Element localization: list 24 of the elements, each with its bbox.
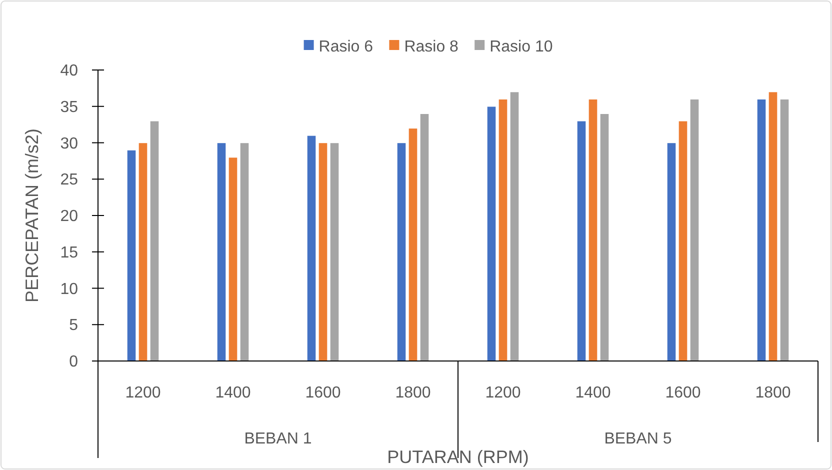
x-tick-label: 1800 xyxy=(395,384,431,402)
legend-label: Rasio 6 xyxy=(318,38,374,56)
x-axis-title: PUTARAN (RPM) xyxy=(387,447,529,467)
x-tick-label: 1600 xyxy=(665,384,701,402)
x-tick-label: 1800 xyxy=(755,384,791,402)
y-axis-title: PERCEPATAN (m/s2) xyxy=(22,128,42,303)
text: BEBAN 5 xyxy=(604,430,672,448)
y-tick-label: 30 xyxy=(60,135,78,152)
y-tick-label: 35 xyxy=(60,98,78,116)
x-tick-label: 1200 xyxy=(485,384,521,402)
x-tick-label: 1600 xyxy=(305,384,341,402)
y-tick-label: 20 xyxy=(60,208,78,226)
x-tick-label: 1400 xyxy=(215,384,251,402)
y-tick-label: 10 xyxy=(60,280,78,298)
legend-label: Rasio 8 xyxy=(404,38,459,56)
y-tick-label: 15 xyxy=(60,244,78,262)
y-tick-label: 5 xyxy=(69,317,78,334)
y-tick-label: 25 xyxy=(60,172,78,189)
text: BEBAN 1 xyxy=(244,430,312,448)
y-tick-label: 40 xyxy=(60,62,78,80)
y-tick-label: 0 xyxy=(69,354,78,371)
x-tick-label: 1400 xyxy=(575,384,611,402)
x-tick-label: 1200 xyxy=(125,384,161,402)
legend-label: Rasio 10 xyxy=(490,38,553,56)
